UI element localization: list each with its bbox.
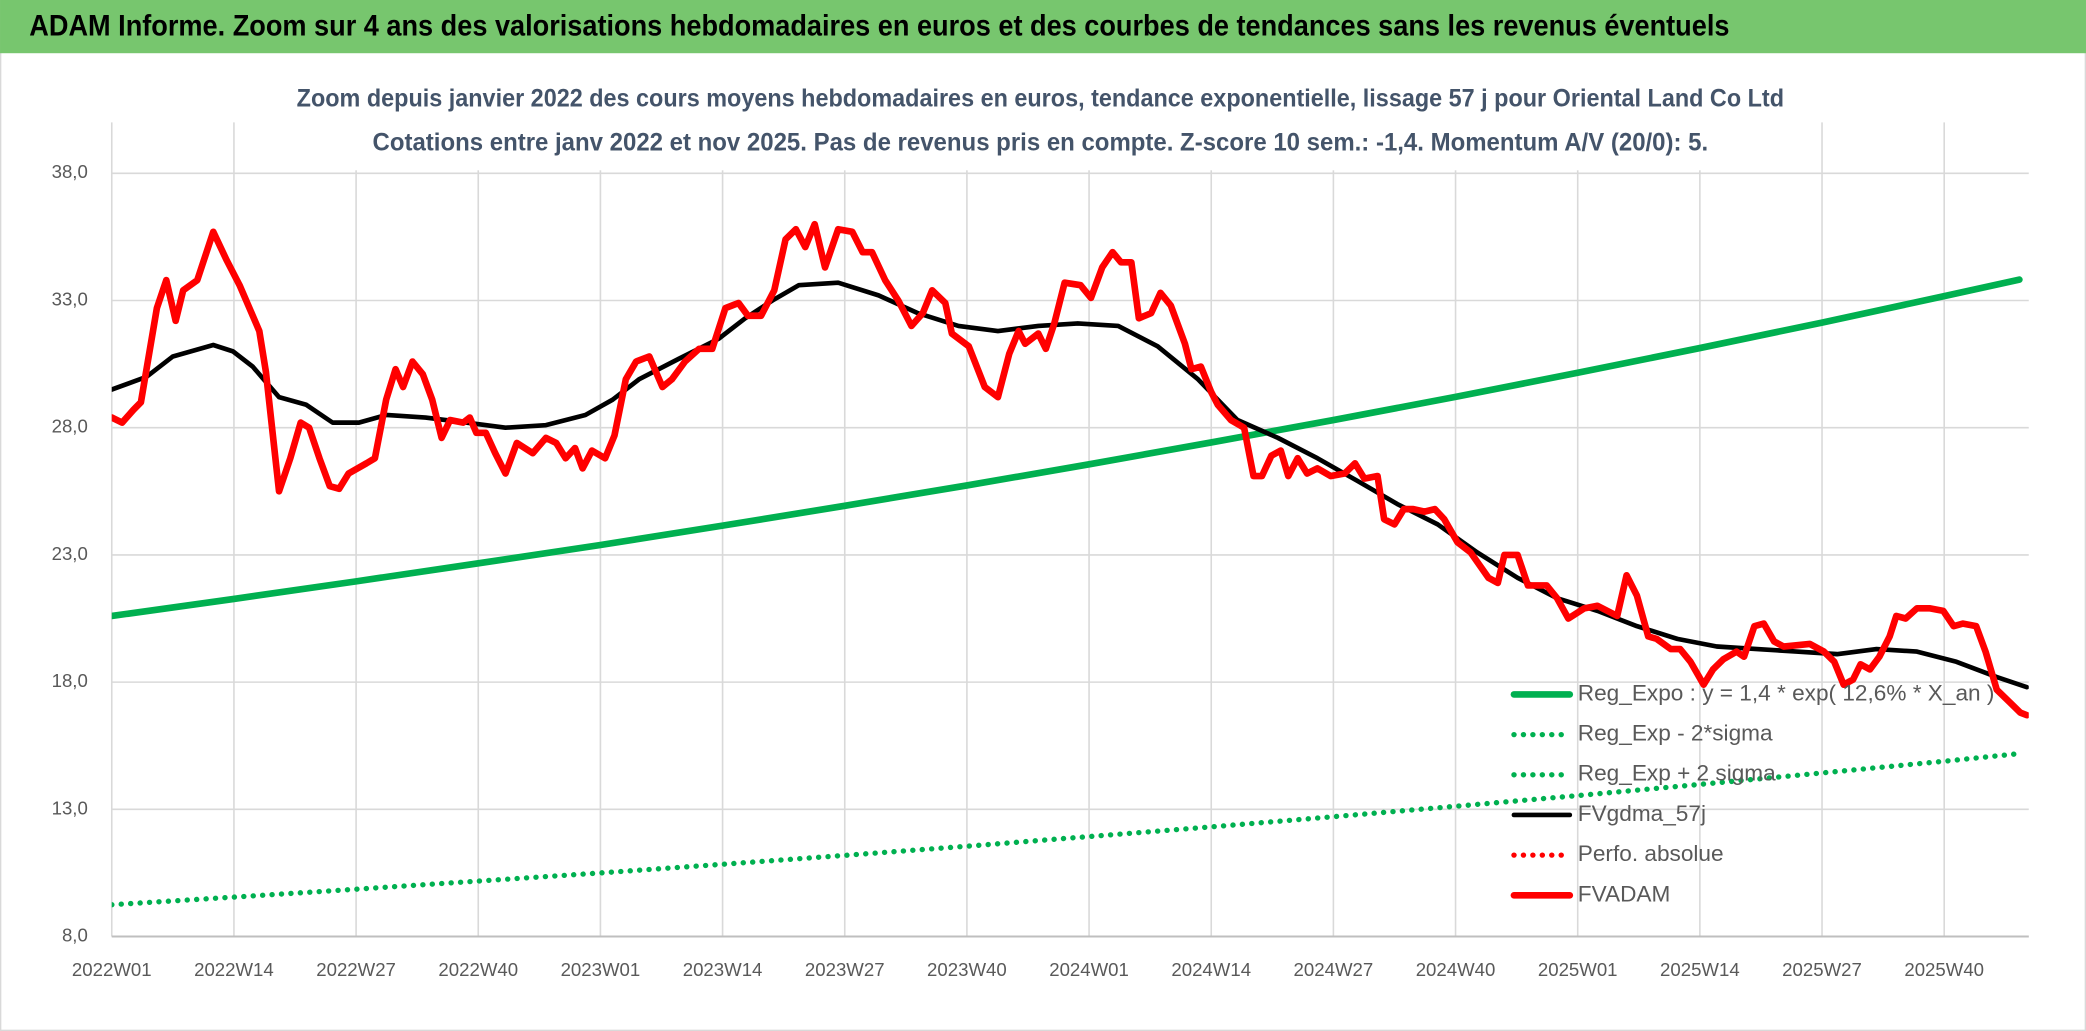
chart-title: Zoom depuis janvier 2022 des cours moyen…: [297, 84, 1784, 112]
x-tick-label: 2023W14: [683, 959, 763, 980]
series-line: [111, 220, 2029, 719]
legend-label: Reg_Exp - 2*sigma: [1578, 721, 1773, 746]
x-tick-label: 2025W14: [1660, 959, 1740, 980]
title-box: [287, 74, 1788, 171]
x-tick-label: 2023W27: [805, 959, 885, 980]
y-tick-label: 13,0: [52, 797, 88, 818]
legend: Reg_Expo : y = 1,4 * exp( 12,6% * X_an )…: [1510, 680, 1995, 906]
x-tick-label: 2024W01: [1049, 959, 1129, 980]
legend-label: Reg_Exp + 2 sigma: [1578, 761, 1776, 786]
y-tick-label: 33,0: [52, 288, 88, 309]
y-tick-label: 38,0: [52, 161, 88, 182]
legend-label: FVgdma_57j: [1578, 801, 1706, 826]
header-bar: [0, 0, 2086, 54]
y-tick-label: 23,0: [52, 543, 88, 564]
series-line: [111, 280, 2029, 690]
legend-label: Reg_Expo : y = 1,4 * exp( 12,6% * X_an ): [1578, 680, 1995, 705]
x-tick-label: 2025W01: [1538, 959, 1618, 980]
chart-subtitle: Cotations entre janv 2022 et nov 2025. P…: [373, 128, 1709, 156]
legend-label: FVADAM: [1578, 881, 1671, 906]
x-tick-label: 2022W14: [194, 959, 274, 980]
grid: 8,0 13,0 18,0 23,0 28,0 33,0 38,0 2022W01 2022W1…: [52, 122, 2029, 980]
y-tick-label: 8,0: [62, 924, 88, 945]
y-tick-label: 28,0: [52, 416, 88, 437]
x-tick-label: 2023W40: [927, 959, 1007, 980]
x-tick-label: 2025W27: [1782, 959, 1862, 980]
header-title: ADAM Informe. Zoom sur 4 ans des valoris…: [29, 11, 1729, 43]
x-tick-label: 2022W27: [316, 959, 396, 980]
legend-label: Perfo. absolue: [1578, 841, 1724, 866]
series-line: [111, 276, 2023, 620]
series-group: [111, 220, 2029, 908]
x-tick-label: 2024W40: [1416, 959, 1496, 980]
x-tick-label: 2022W01: [72, 959, 152, 980]
x-tick-label: 2024W14: [1171, 959, 1251, 980]
y-tick-label: 18,0: [52, 670, 88, 691]
x-tick-label: 2024W27: [1294, 959, 1374, 980]
x-tick-label: 2023W01: [561, 959, 641, 980]
x-tick-label: 2025W40: [1904, 959, 1984, 980]
x-tick-label: 2022W40: [438, 959, 518, 980]
series-line: [111, 750, 2023, 908]
